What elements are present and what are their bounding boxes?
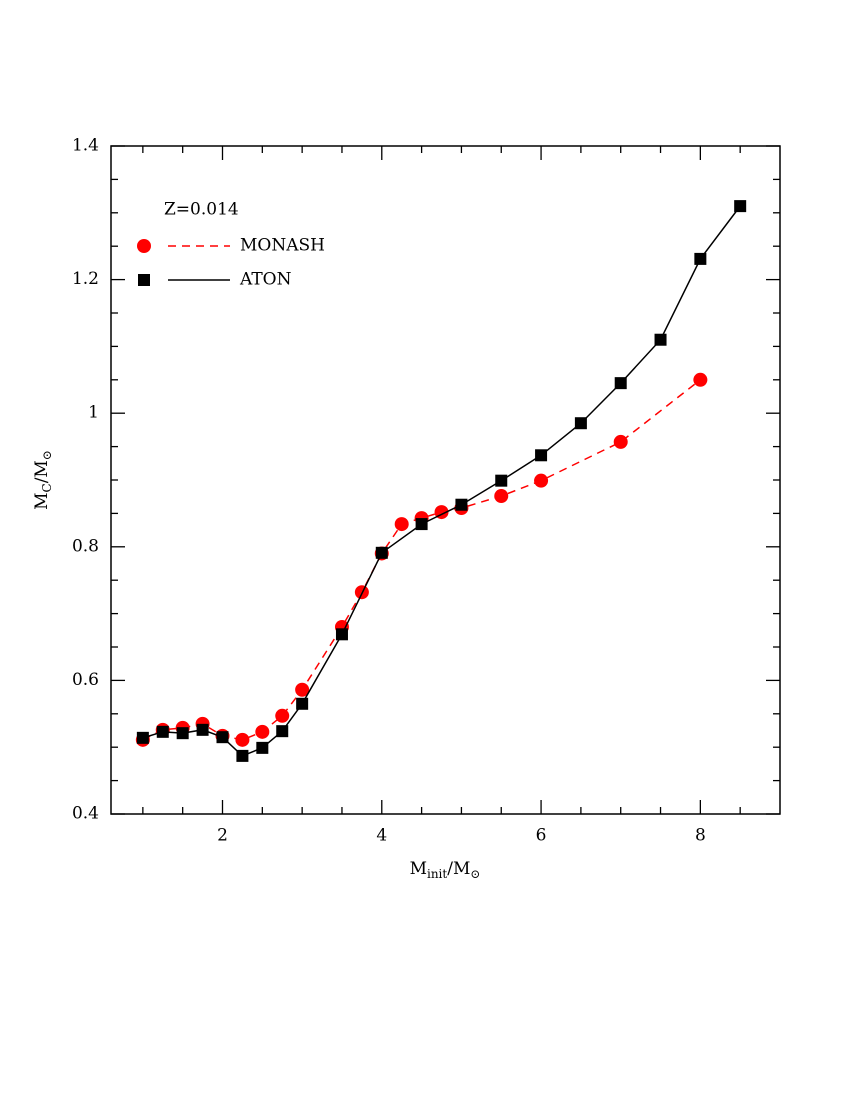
- data-point: [455, 498, 468, 511]
- x-tick-label: 8: [695, 826, 706, 846]
- series-line: [142, 205, 741, 757]
- data-point: [693, 372, 708, 387]
- y-tick-label: 1: [88, 403, 99, 423]
- data-point: [256, 741, 269, 754]
- data-point: [574, 417, 587, 430]
- data-point: [296, 697, 309, 710]
- data-point: [375, 546, 388, 559]
- x-label-part: init: [427, 867, 447, 881]
- data-point: [275, 708, 290, 723]
- x-label-part: M: [410, 859, 427, 879]
- y-tick-label: 0.8: [72, 536, 99, 556]
- x-label-part: ⊙: [470, 867, 480, 881]
- y-tick-label: 1.2: [72, 269, 99, 289]
- y-tick-label: 0.6: [72, 670, 99, 690]
- data-point: [734, 200, 747, 213]
- data-point: [216, 731, 229, 744]
- legend-label: MONASH: [240, 236, 325, 256]
- data-point: [236, 749, 249, 762]
- data-point: [196, 723, 209, 736]
- annotation: Z=0.014: [164, 200, 239, 220]
- y-label-part: /M: [32, 460, 52, 483]
- data-point: [335, 628, 348, 641]
- data-point: [535, 449, 548, 462]
- x-tick-label: 6: [536, 826, 547, 846]
- y-axis-label: MC/M⊙: [32, 450, 54, 510]
- y-label-part: C: [40, 483, 54, 492]
- x-tick-label: 2: [217, 826, 228, 846]
- data-point: [156, 725, 169, 738]
- data-point: [276, 725, 289, 738]
- data-point: [694, 252, 707, 265]
- y-tick-label: 1.4: [72, 136, 99, 156]
- data-point: [394, 517, 409, 532]
- data-point: [654, 333, 667, 346]
- legend-marker: [137, 239, 151, 253]
- data-point: [494, 489, 509, 504]
- legend-marker: [138, 274, 150, 286]
- y-label-part: M: [32, 492, 52, 509]
- x-label-part: /M: [447, 859, 470, 879]
- data-point: [295, 682, 310, 697]
- y-label-part: ⊙: [40, 450, 54, 460]
- x-tick-label: 4: [376, 826, 387, 846]
- y-tick-label: 0.4: [72, 804, 99, 824]
- data-point: [534, 473, 549, 488]
- legend-label: ATON: [239, 270, 292, 290]
- series-line: [142, 379, 701, 741]
- data-point: [176, 727, 189, 740]
- data-point: [495, 474, 508, 487]
- data-point: [235, 732, 250, 747]
- data-point: [136, 731, 149, 744]
- data-point: [613, 434, 628, 449]
- x-axis-label: Minit/M⊙: [410, 859, 481, 881]
- data-point: [255, 724, 270, 739]
- data-point: [415, 518, 428, 531]
- data-point: [614, 377, 627, 390]
